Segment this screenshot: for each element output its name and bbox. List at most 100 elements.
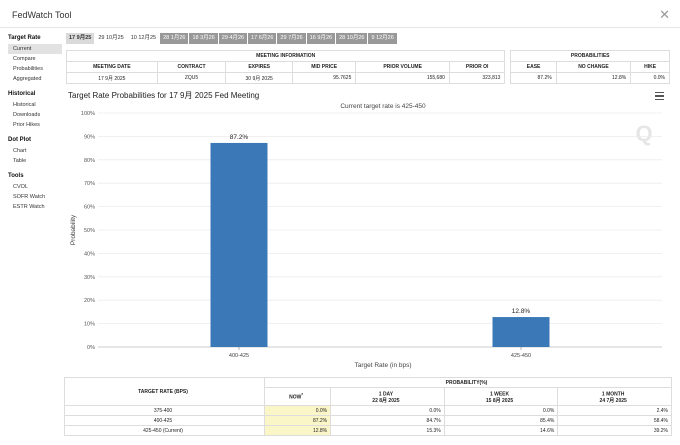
table-row: 425-450 (Current) 12.8% 15.3% 14.6% 39.2%: [64, 425, 672, 436]
sidebar-group: Dot Plot Chart Table: [8, 137, 62, 166]
meeting-date-header: MEETING DATE: [66, 61, 158, 73]
sidebar-item-chart[interactable]: Chart: [13, 148, 27, 154]
sidebar-group: Historical Historical Downloads Prior Hikes: [8, 91, 62, 130]
prior-volume-value: 155,680: [355, 72, 450, 84]
period-date: 24 7月 2025: [599, 398, 627, 405]
meeting-date-value: 17 9月 2025: [66, 72, 158, 84]
chart-subtitle: Current target rate is 425-450: [340, 103, 426, 110]
y-tick-label: 90%: [84, 134, 95, 140]
y-tick-label: 20%: [84, 298, 95, 304]
prior-oi-value: 323,813: [448, 72, 506, 84]
sidebar-item-compare[interactable]: Compare: [13, 56, 36, 62]
sidebar-item-table[interactable]: Table: [13, 158, 27, 164]
sidebar-item-historical[interactable]: Historical: [13, 102, 36, 108]
y-tick-label: 80%: [84, 158, 95, 164]
period-column-header: NOW*: [263, 387, 332, 406]
no-change-value: 12.8%: [555, 72, 632, 84]
meeting-info-table: MEETING INFORMATION PROBABILITIES MEETIN…: [65, 50, 670, 84]
hike-value: 0.0%: [630, 72, 670, 84]
y-tick-label: 10%: [84, 322, 95, 328]
target-rate-cell: 400-425: [64, 415, 265, 426]
probability-cell: 39.2%: [557, 425, 672, 436]
ease-header: EASE: [510, 61, 557, 73]
sidebar-item-current[interactable]: Current: [8, 44, 62, 54]
meeting-date-tab[interactable]: 17 6月26: [248, 33, 277, 44]
close-icon[interactable]: ✕: [659, 7, 670, 22]
meeting-info-title: MEETING INFORMATION: [65, 50, 506, 62]
x-tick-label: 400-425: [229, 353, 249, 359]
meeting-date-tab[interactable]: 28 1月26: [160, 33, 189, 44]
no-change-header: NO CHANGE: [555, 61, 632, 73]
expires-header: EXPIRES: [225, 61, 293, 73]
target-rate-cell: 375-400: [64, 405, 265, 416]
window-title: FedWatch Tool: [12, 10, 72, 20]
period-label: NOW: [289, 394, 302, 401]
sidebar-item-downloads[interactable]: Downloads: [13, 112, 41, 118]
probability-cell: 85.4%: [443, 415, 559, 426]
probability-cell: 84.7%: [330, 415, 445, 426]
period-footnote-mark: *: [301, 392, 303, 398]
probability-cell: 12.8%: [263, 425, 332, 436]
y-tick-label: 70%: [84, 181, 95, 187]
period-column-header: 1 DAY 22 8月 2025: [330, 387, 445, 406]
y-tick-label: 30%: [84, 275, 95, 281]
prior-volume-header: PRIOR VOLUME: [355, 61, 450, 73]
mid-price-value: 95.7625: [291, 72, 357, 84]
rate-probability-chart: Q 0% 10% 20% 30% 40% 50% 60% 70% 80% 90% 100% Curren…: [64, 86, 672, 374]
sidebar-heading: Dot Plot: [8, 137, 31, 143]
period-label: 1 MONTH: [601, 391, 625, 398]
sidebar-heading: Historical: [8, 91, 36, 97]
meeting-date-tabs: 17 9月25 29 10月25 10 12月25 28 1月26 18 3月26 29 …: [66, 33, 398, 44]
title-bar: FedWatch Tool ✕: [0, 0, 680, 28]
probability-table: TARGET RATE (BPS) PROBABILITY(%) NOW* 1 DAY…: [64, 377, 672, 436]
probability-cell: 0.0%: [330, 405, 445, 416]
probability-cell: 0.0%: [263, 405, 332, 416]
sidebar-heading: Tools: [8, 173, 24, 179]
contract-value: ZQU5: [156, 72, 227, 84]
period-column-header: 1 MONTH 24 7月 2025: [557, 387, 672, 406]
y-tick-label: 0%: [87, 345, 95, 351]
y-tick-label: 100%: [81, 111, 95, 117]
contract-header: CONTRACT: [156, 61, 227, 73]
sidebar-item-aggregated[interactable]: Aggregated: [13, 76, 42, 82]
y-axis-label: Probability: [70, 214, 77, 245]
probabilities-title: PROBABILITIES: [510, 50, 670, 62]
probability-cell: 87.2%: [263, 415, 332, 426]
meeting-date-tab[interactable]: 9 12月26: [368, 33, 397, 44]
hike-header: HIKE: [630, 61, 670, 73]
meeting-date-tab[interactable]: 18 3月26: [189, 33, 218, 44]
probability-cell: 0.0%: [443, 405, 559, 416]
meeting-date-tab[interactable]: 16 9月26: [306, 33, 336, 44]
target-rate-header: TARGET RATE (BPS): [64, 377, 265, 406]
bar-data-label: 87.2%: [230, 134, 249, 141]
chart-menu-icon[interactable]: [655, 92, 664, 101]
probability-cell: 14.6%: [443, 425, 559, 436]
chart-title: Target Rate Probabilities for 17 9月 2025…: [68, 91, 260, 100]
y-tick-label: 60%: [84, 205, 95, 211]
meeting-date-tab[interactable]: 29 7月26: [277, 33, 306, 44]
sidebar-item-cvol[interactable]: CVOL: [13, 184, 28, 190]
meeting-date-tab[interactable]: 17 9月25: [66, 33, 95, 44]
y-tick-label: 40%: [84, 251, 95, 257]
ease-value: 87.2%: [510, 72, 557, 84]
period-label: 1 DAY: [378, 391, 394, 398]
sidebar: Target Rate Current Compare Probabilities Ag…: [8, 32, 62, 442]
sidebar-item-probabilities[interactable]: Probabilities: [13, 66, 43, 72]
sidebar-item-sofr-watch[interactable]: SOFR Watch: [13, 194, 46, 200]
sidebar-group: Tools CVOL SOFR Watch ESTR Watch: [8, 173, 62, 212]
x-tick-label: 425-450: [511, 353, 531, 359]
prior-oi-header: PRIOR OI: [448, 61, 506, 73]
meeting-date-tab[interactable]: 29 10月25: [95, 33, 127, 44]
bar-400-425: [210, 142, 268, 347]
period-date: 22 8月 2025: [372, 398, 400, 405]
meeting-date-tab[interactable]: 10 12月25: [127, 33, 160, 44]
meeting-date-tab[interactable]: 28 10月26: [336, 33, 368, 44]
target-rate-cell: 425-450 (Current): [64, 425, 265, 436]
sidebar-heading: Target Rate: [8, 35, 41, 41]
table-row: 375-400 0.0% 0.0% 0.0% 2.4%: [64, 405, 672, 416]
sidebar-item-prior-hikes[interactable]: Prior Hikes: [13, 122, 40, 128]
period-label: 1 WEEK: [489, 391, 510, 398]
sidebar-item-estr-watch[interactable]: ESTR Watch: [13, 204, 45, 210]
meeting-date-tab[interactable]: 29 4月26: [218, 33, 248, 44]
table-row: 400-425 87.2% 84.7% 85.4% 58.4%: [64, 415, 672, 426]
